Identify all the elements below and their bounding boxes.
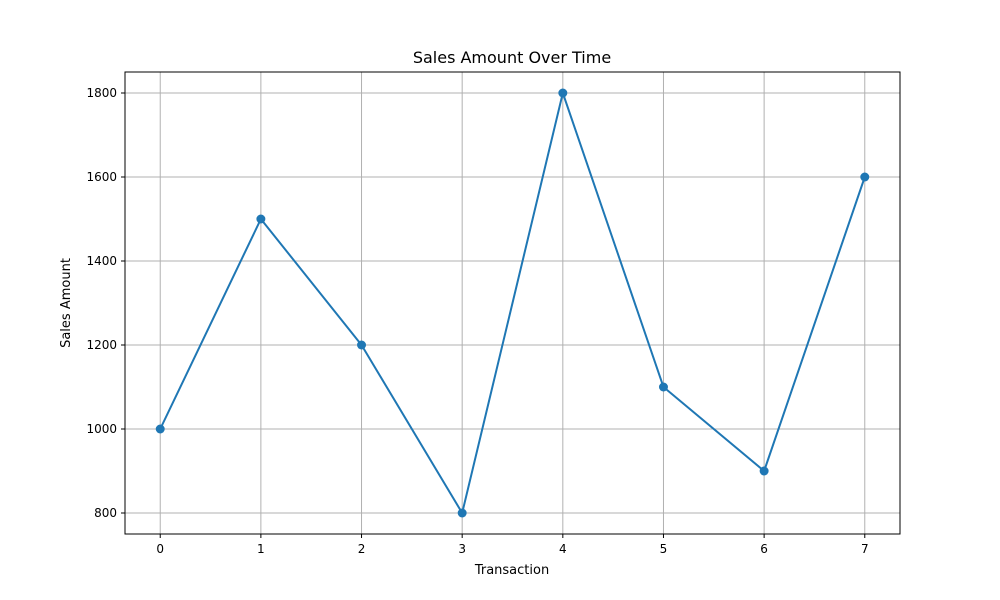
- data-point: [759, 466, 769, 476]
- chart-title: Sales Amount Over Time: [413, 48, 611, 67]
- x-tick-label: 5: [660, 542, 668, 556]
- y-tick-label: 1400: [86, 254, 117, 268]
- data-point: [558, 88, 568, 98]
- x-tick-label: 0: [156, 542, 164, 556]
- tick-layer: 0 1 2 3 4 5 6 7 800 1000 1200 1400 1600 1800: [86, 86, 868, 556]
- y-tick-label: 1600: [86, 170, 117, 184]
- x-axis-label: Transaction: [474, 563, 549, 578]
- y-tick-label: 1000: [86, 422, 117, 436]
- x-tick-label: 7: [861, 542, 869, 556]
- series-line: [159, 92, 866, 514]
- plot-frame: [124, 71, 901, 535]
- grid-lines: [125, 72, 900, 534]
- data-point: [155, 424, 165, 434]
- x-tick-label: 1: [257, 542, 265, 556]
- x-tick-label: 3: [458, 542, 466, 556]
- series-layer: [155, 88, 870, 518]
- data-point: [256, 214, 266, 224]
- x-tick-label: 6: [760, 542, 768, 556]
- data-point: [860, 172, 870, 182]
- y-tick-label: 1200: [86, 338, 117, 352]
- y-axis-label: Sales Amount: [59, 258, 74, 348]
- x-tick-label: 4: [559, 542, 567, 556]
- data-point: [658, 382, 668, 392]
- y-tick-label: 1800: [86, 86, 117, 100]
- x-tick-label: 2: [358, 542, 366, 556]
- data-point: [457, 508, 467, 518]
- y-tick-label: 800: [94, 506, 117, 520]
- data-point: [357, 340, 367, 350]
